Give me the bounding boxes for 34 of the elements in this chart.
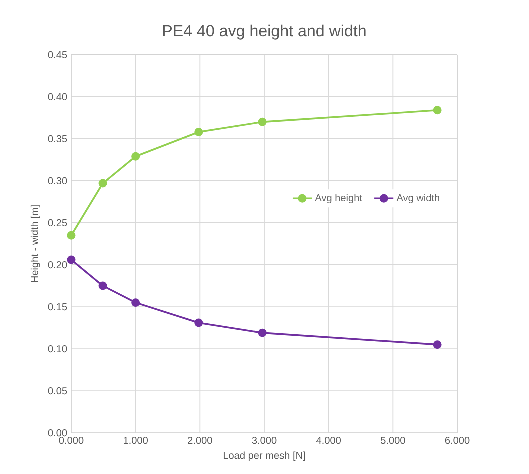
x-tick-label: 5.000 xyxy=(381,436,406,444)
y-tick-label: 0.30 xyxy=(48,177,68,184)
y-tick-label: 0.25 xyxy=(48,219,68,226)
legend-label: Avg height xyxy=(315,194,362,204)
chart-title: PE4 40 avg height and width xyxy=(163,24,366,40)
y-tick-label: 0.05 xyxy=(48,387,68,394)
x-tick-label: 4.000 xyxy=(316,436,342,444)
y-tick-label: 0.20 xyxy=(48,261,68,268)
y-tick-label: 0.10 xyxy=(48,345,68,352)
y-tick-label: 0.40 xyxy=(48,93,68,100)
point xyxy=(67,231,76,240)
point xyxy=(194,318,204,328)
point xyxy=(258,118,267,126)
y-tick-label: 0.15 xyxy=(48,303,68,310)
point xyxy=(433,340,442,349)
point xyxy=(98,179,108,188)
x-tick-label: 6.000 xyxy=(445,436,470,444)
point xyxy=(132,152,140,161)
x-axis-title: Load per mesh [N] xyxy=(224,452,306,461)
x-tick-label: 2.000 xyxy=(188,436,212,444)
point xyxy=(194,128,204,136)
point xyxy=(67,256,76,264)
x-tick-label: 0.000 xyxy=(59,436,84,444)
x-tick-label: 3.000 xyxy=(252,436,277,444)
y-axis-title: Height - width [m] xyxy=(30,205,40,282)
point xyxy=(132,298,140,307)
y-tick-label: 0.00 xyxy=(48,429,68,436)
x-tick-label: 1.000 xyxy=(124,436,148,444)
y-tick-label: 0.45 xyxy=(48,51,68,58)
y-tick-label: 0.35 xyxy=(48,135,68,142)
point xyxy=(98,282,108,290)
point xyxy=(258,328,267,338)
legend-label: Avg width xyxy=(396,194,440,204)
point xyxy=(433,106,442,114)
